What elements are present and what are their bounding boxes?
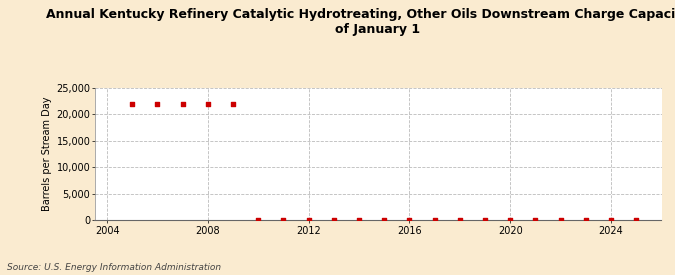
Point — [556, 218, 566, 222]
Point — [278, 218, 289, 222]
Point — [253, 218, 264, 222]
Point — [429, 218, 440, 222]
Point — [227, 102, 238, 106]
Point — [178, 102, 188, 106]
Point — [505, 218, 516, 222]
Point — [480, 218, 491, 222]
Text: Source: U.S. Energy Information Administration: Source: U.S. Energy Information Administ… — [7, 263, 221, 272]
Y-axis label: Barrels per Stream Day: Barrels per Stream Day — [42, 97, 52, 211]
Point — [605, 218, 616, 222]
Point — [631, 218, 642, 222]
Point — [530, 218, 541, 222]
Point — [379, 218, 389, 222]
Point — [404, 218, 415, 222]
Point — [202, 102, 213, 106]
Point — [127, 102, 138, 106]
Text: Annual Kentucky Refinery Catalytic Hydrotreating, Other Oils Downstream Charge C: Annual Kentucky Refinery Catalytic Hydro… — [47, 8, 675, 36]
Point — [303, 218, 314, 222]
Point — [152, 102, 163, 106]
Point — [329, 218, 340, 222]
Point — [354, 218, 364, 222]
Point — [454, 218, 465, 222]
Point — [580, 218, 591, 222]
